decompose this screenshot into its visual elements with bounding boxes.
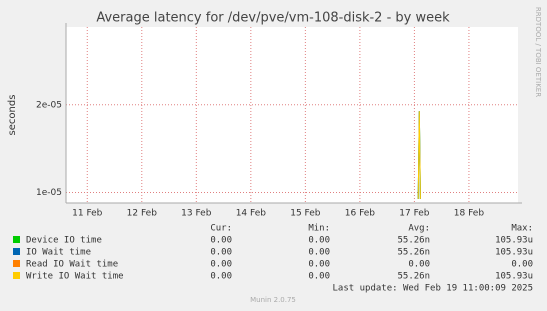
legend-value: 0.00 bbox=[210, 248, 232, 258]
legend-value: 0.00 bbox=[408, 260, 430, 270]
legend-label: Read IO Wait time bbox=[26, 260, 118, 270]
legend-swatch bbox=[13, 272, 20, 279]
legend-value: 0.00 bbox=[210, 236, 232, 246]
last-update: Last update: Wed Feb 19 11:00:09 2025 bbox=[333, 284, 533, 294]
x-tick-label: 11 Feb bbox=[72, 209, 103, 219]
x-tick-label: 12 Feb bbox=[127, 209, 158, 219]
x-tick-label: 17 Feb bbox=[399, 209, 430, 219]
legend-value: 105.93u bbox=[495, 236, 533, 246]
legend-label: Write IO Wait time bbox=[26, 272, 124, 282]
legend-value: 0.00 bbox=[210, 272, 232, 282]
legend-value: 105.93u bbox=[495, 248, 533, 258]
y-tick-label: 1e-05 bbox=[36, 188, 62, 198]
x-tick-label: 14 Feb bbox=[236, 209, 267, 219]
chart-title: Average latency for /dev/pve/vm-108-disk… bbox=[96, 11, 450, 26]
x-tick-label: 16 Feb bbox=[345, 209, 376, 219]
legend-header: Max: bbox=[511, 224, 533, 234]
legend-header: Avg: bbox=[408, 224, 430, 234]
legend-value: 0.00 bbox=[308, 248, 330, 258]
y-tick-label: 2e-05 bbox=[36, 100, 62, 110]
x-tick-label: 18 Feb bbox=[454, 209, 485, 219]
x-tick-label: 15 Feb bbox=[290, 209, 321, 219]
legend-value: 0.00 bbox=[308, 260, 330, 270]
legend-swatch bbox=[13, 260, 20, 267]
legend-value: 55.26n bbox=[397, 236, 430, 246]
legend-swatch bbox=[13, 248, 20, 255]
legend-label: IO Wait time bbox=[26, 248, 91, 258]
legend-value: 0.00 bbox=[308, 272, 330, 282]
series-line bbox=[417, 111, 421, 199]
legend-header: Cur: bbox=[210, 224, 232, 234]
legend-header: Min: bbox=[308, 224, 330, 234]
side-text: RRDTOOL / TOBI OETIKER bbox=[534, 7, 542, 97]
footer: Munin 2.0.75 bbox=[250, 296, 296, 304]
legend-value: 0.00 bbox=[308, 236, 330, 246]
legend-value: 105.93u bbox=[495, 272, 533, 282]
legend-swatch bbox=[13, 236, 20, 243]
legend-value: 55.26n bbox=[397, 248, 430, 258]
legend-value: 55.26n bbox=[397, 272, 430, 282]
y-axis-label: seconds bbox=[7, 95, 18, 136]
legend-value: 0.00 bbox=[210, 260, 232, 270]
legend-label: Device IO time bbox=[26, 236, 102, 246]
plot-area bbox=[66, 27, 518, 203]
legend-value: 0.00 bbox=[511, 260, 533, 270]
x-tick-label: 13 Feb bbox=[181, 209, 212, 219]
